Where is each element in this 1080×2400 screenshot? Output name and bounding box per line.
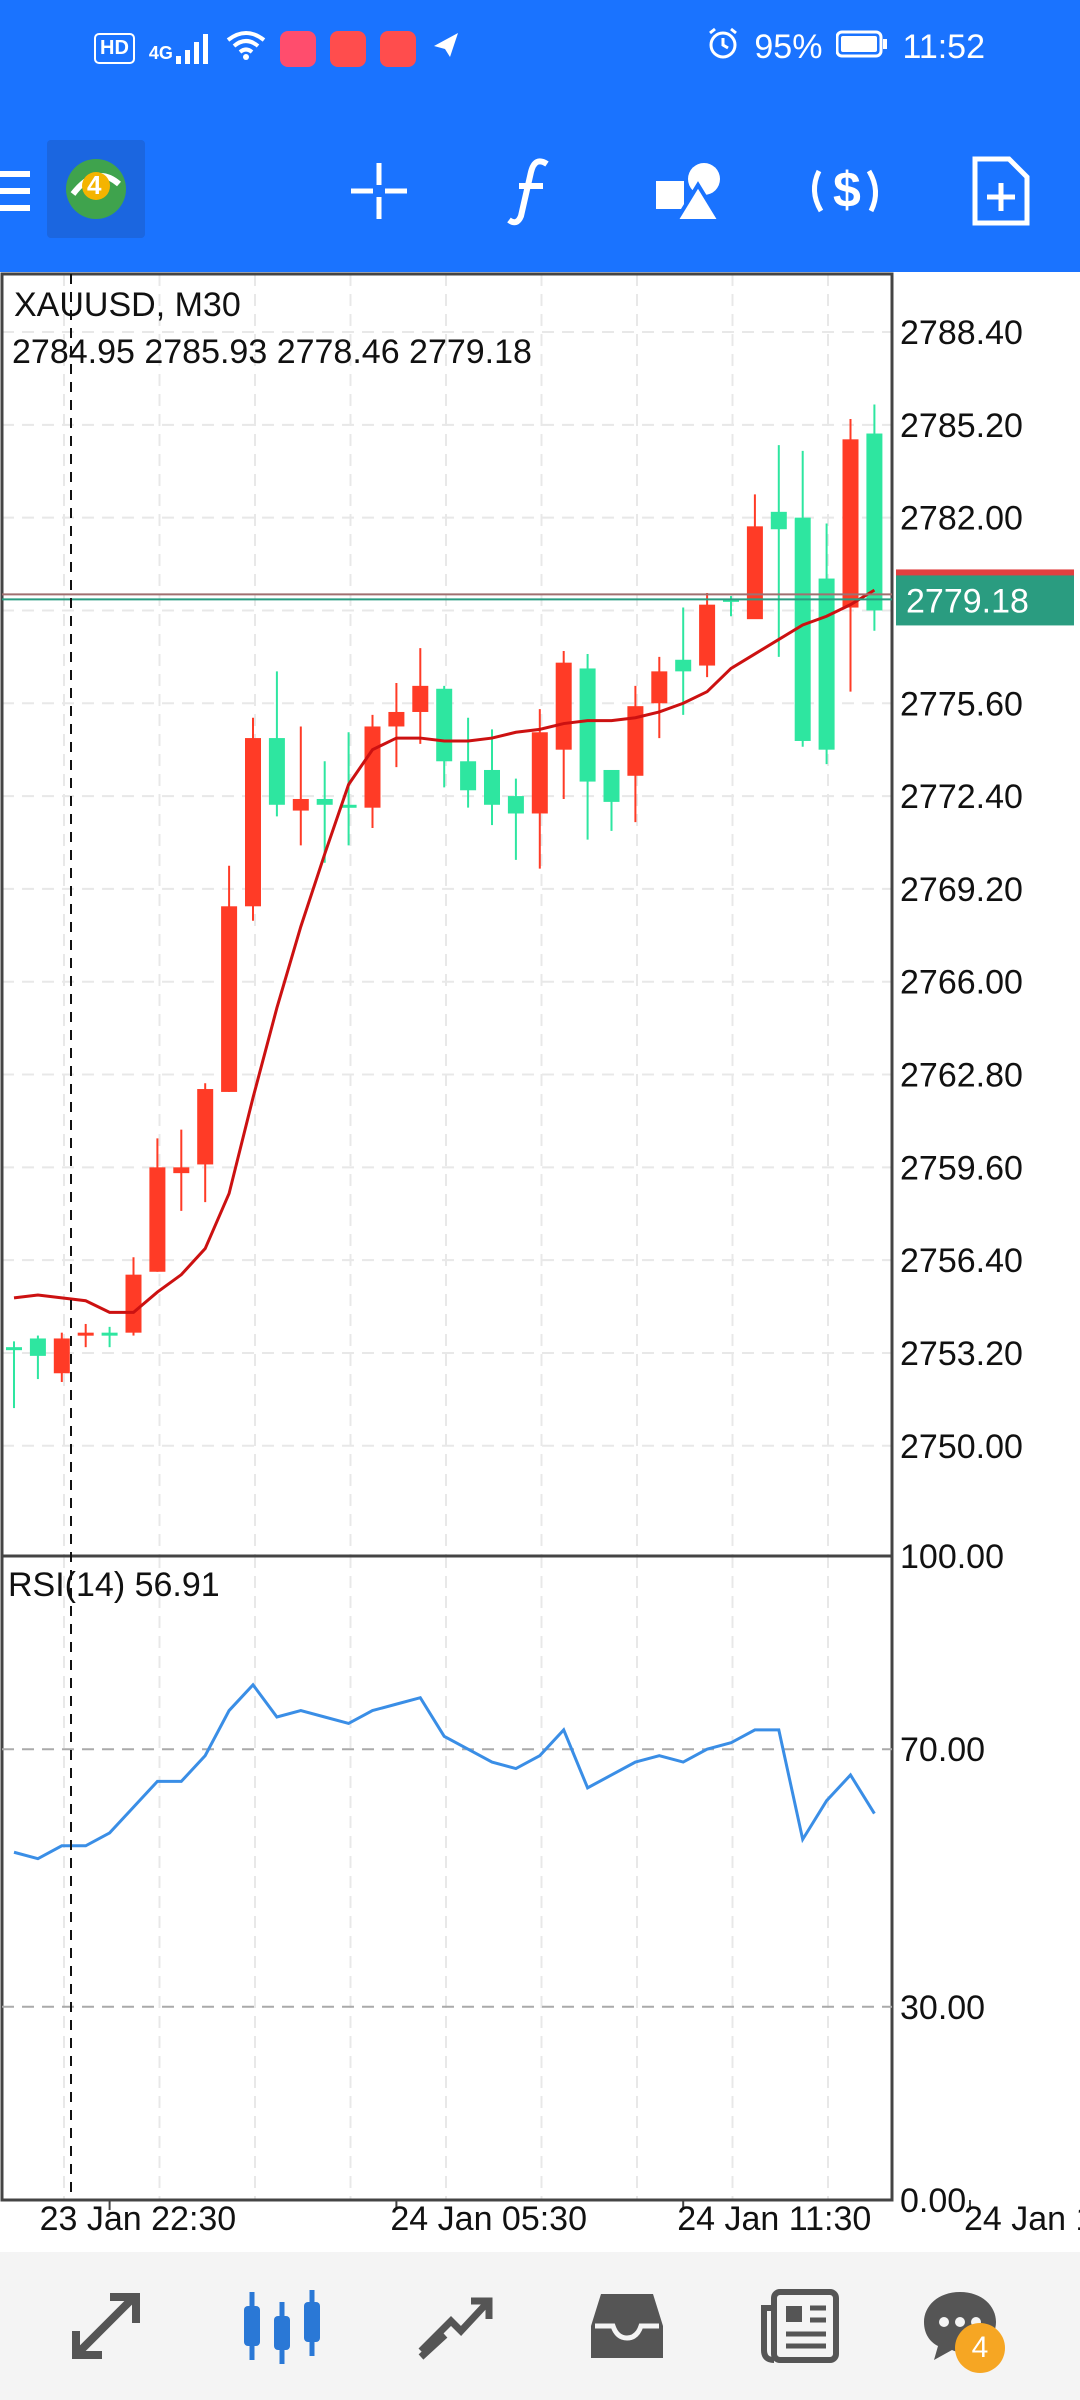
network-label: 4G (148, 42, 173, 63)
ohlc-values: 2784.95 2785.93 2778.46 2779.18 (12, 333, 532, 371)
news-icon[interactable] (745, 2276, 855, 2376)
price-axis-label: 2772.40 (900, 778, 1023, 816)
price-axis-label: 2785.20 (900, 407, 1023, 445)
time-axis-label: 24 Jan 05:30 (390, 2200, 587, 2238)
candle-body (484, 769, 500, 805)
new-order-icon[interactable] (946, 136, 1056, 246)
candle-body (6, 1347, 22, 1351)
price-axis-label: 2775.60 (900, 685, 1023, 723)
candle-body (770, 511, 787, 530)
candle-body (603, 769, 620, 802)
candle-body (53, 1338, 70, 1374)
menu-icon[interactable] (0, 136, 80, 246)
rsi-axis-label: 0.00 (900, 2182, 966, 2220)
app-notification-icon (379, 30, 416, 67)
rsi-axis-label: 100.00 (900, 1538, 1004, 1576)
chart-area[interactable]: 2788.402785.202782.002778.802775.602772.… (0, 272, 1080, 2252)
candle-body (627, 706, 644, 776)
price-axis-label: 2753.20 (900, 1335, 1023, 1373)
rsi-axis-label: 30.00 (900, 1989, 985, 2027)
indicator-f-icon[interactable] (478, 136, 588, 246)
rsi-line (13, 1682, 876, 1861)
rsi-label: RSI(14) 56.91 (8, 1566, 220, 1604)
chart-icon[interactable] (226, 2276, 336, 2376)
send-icon (430, 30, 460, 67)
app-notification-icon (329, 30, 366, 67)
candle-body (245, 738, 261, 907)
price-axis-label: 2759.60 (900, 1149, 1023, 1187)
history-icon[interactable] (572, 2276, 682, 2376)
candle-body (388, 711, 405, 727)
chart-frame (0, 272, 894, 2202)
rsi-axis-label: 70.00 (900, 1731, 985, 1769)
price-axis-label: 2762.80 (900, 1057, 1023, 1095)
candle-body (364, 726, 381, 808)
current-price-tag (896, 573, 1074, 626)
candle-body (292, 798, 309, 811)
ask-price-marker (896, 569, 1074, 576)
candle-body (699, 604, 716, 666)
candle-body (173, 1167, 190, 1174)
candle-body (651, 671, 668, 704)
wifi-icon (226, 30, 266, 67)
app-logo[interactable]: 4 (47, 140, 145, 238)
candle-body (412, 685, 429, 712)
candle-body (340, 804, 357, 808)
candle-body (675, 659, 692, 672)
svg-text:$: $ (833, 162, 861, 218)
chat-unread-badge: 4 (955, 2323, 1005, 2373)
price-axis-label: 2782.00 (900, 500, 1023, 538)
trade-icon[interactable] (400, 2276, 510, 2376)
candle-body (579, 668, 596, 782)
candle-body (818, 578, 835, 750)
candle-body (29, 1338, 46, 1356)
candle-body (221, 906, 238, 1092)
candle-body (842, 439, 859, 608)
status-bar: HD 4G 95% 11:52 (0, 0, 1080, 108)
bottom-navigation (0, 2252, 1080, 2400)
candle-body (794, 517, 811, 741)
app-notification-icon (279, 30, 316, 67)
candle-body (531, 732, 548, 814)
candle-body (101, 1332, 118, 1336)
candle-body (125, 1274, 142, 1333)
candle-body (77, 1332, 94, 1336)
battery-icon (835, 28, 888, 67)
candle-body (866, 433, 883, 611)
current-price-label: 2779.18 (906, 582, 1029, 620)
candle-body (268, 738, 285, 805)
price-axis-label: 2766.00 (900, 964, 1023, 1002)
candle-body (746, 526, 763, 620)
battery-percent: 95% (754, 28, 823, 66)
hd-badge: HD (94, 33, 135, 64)
candle-body (555, 662, 572, 750)
moving-average-line (13, 588, 876, 1314)
candle-body (316, 798, 333, 805)
time-axis-label: 24 Jan 11:30 (677, 2200, 871, 2238)
price-axis-label: 2788.40 (900, 314, 1023, 352)
price-chart[interactable]: 2788.402785.202782.002778.802775.602772.… (0, 272, 1080, 2252)
objects-icon[interactable] (634, 136, 744, 246)
quotes-icon[interactable] (55, 2276, 165, 2376)
candle-body (149, 1167, 166, 1272)
clock-time: 11:52 (902, 28, 985, 66)
time-axis-label: 23 Jan 22:30 (40, 2200, 237, 2238)
candle-body (507, 796, 524, 814)
alarm-icon (706, 26, 740, 69)
candle-body (460, 761, 477, 791)
symbol-label: XAUUSD, M30 (14, 286, 241, 324)
price-axis-label: 2769.20 (900, 871, 1023, 909)
logo-badge: 4 (87, 170, 102, 200)
signal-icon: 4G (148, 33, 212, 64)
price-axis-label: 2750.00 (900, 1428, 1023, 1466)
trade-dollar-icon[interactable]: $ (790, 136, 900, 246)
crosshair-icon[interactable] (324, 136, 434, 246)
price-axis-label: 2756.40 (900, 1242, 1023, 1280)
candle-body (197, 1089, 214, 1165)
top-toolbar: 4 $ (0, 108, 1080, 272)
time-axis-label: 24 Jan 17:30 (964, 2200, 1080, 2238)
candle-body (436, 688, 453, 762)
